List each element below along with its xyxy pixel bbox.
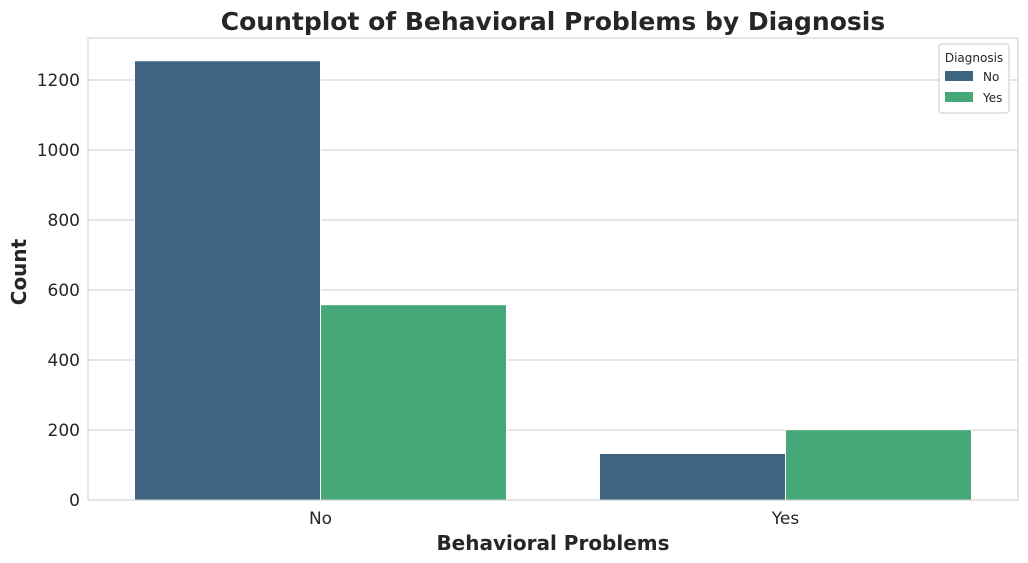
bar-yes-yes <box>785 429 972 501</box>
x-axis-label: Behavioral Problems <box>436 531 669 555</box>
y-tick-label: 400 <box>48 351 80 371</box>
x-tick-labels: No Yes <box>309 509 799 529</box>
bar-no-no <box>134 60 321 501</box>
y-tick-label: 800 <box>48 211 80 231</box>
legend: Diagnosis No Yes <box>938 43 1010 114</box>
bar-yes-no <box>599 452 786 501</box>
y-axis-label: Count <box>7 238 31 305</box>
y-tick-label: 1000 <box>37 141 80 161</box>
y-tick-label: 0 <box>69 491 80 511</box>
legend-swatch <box>945 92 973 102</box>
bar-no-yes <box>320 304 507 501</box>
x-tick-label: No <box>309 509 332 529</box>
y-tick-labels: 0 200 400 600 800 1000 1200 <box>37 71 80 511</box>
y-tick-label: 600 <box>48 281 80 301</box>
bars <box>134 60 972 501</box>
legend-title: Diagnosis <box>945 51 1003 65</box>
chart-title: Countplot of Behavioral Problems by Diag… <box>221 7 885 36</box>
x-tick-label: Yes <box>771 509 800 529</box>
y-tick-label: 200 <box>48 421 80 441</box>
y-tick-label: 1200 <box>37 71 80 91</box>
legend-swatch <box>945 71 973 81</box>
legend-entry: No <box>983 70 999 84</box>
plot-frame <box>87 37 1019 501</box>
legend-entry: Yes <box>982 91 1002 105</box>
